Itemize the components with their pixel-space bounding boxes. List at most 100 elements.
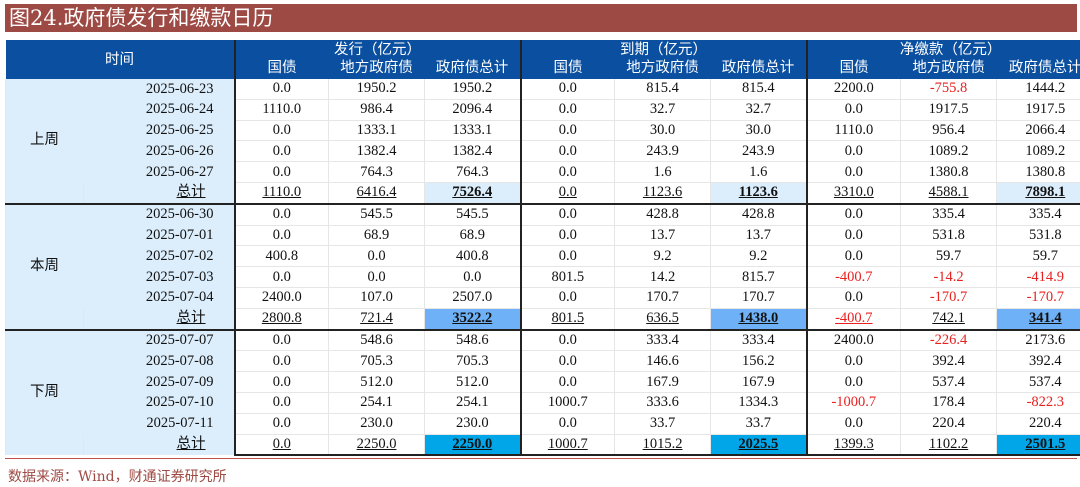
value-cell: 0.0 <box>233 413 329 435</box>
value-cell: 156.2 <box>710 350 807 373</box>
value-cell: 0.0 <box>519 328 615 352</box>
bond-calendar-table: 时间 发行（亿元） 到期（亿元） 净缴款（亿元） 国债 地方政府债 政府债总计 … <box>5 40 1080 457</box>
total-cell: 1015.2 <box>614 434 711 457</box>
value-cell: 531.8 <box>900 225 997 247</box>
week-label: 下周 <box>5 328 84 456</box>
table-row: 2025-06-25 0.0 1333.1 1333.1 0.0 30.0 30.0 1110… <box>6 120 1080 142</box>
value-cell: 1089.2 <box>900 140 997 163</box>
source-note: 数据来源：Wind，财通证券研究所 <box>8 469 227 485</box>
value-cell: 68.9 <box>423 225 521 247</box>
date-cell: 2025-07-09 <box>83 371 235 393</box>
date-cell: 2025-06-25 <box>83 120 235 141</box>
value-cell: 705.3 <box>328 350 425 373</box>
value-cell: 220.4 <box>900 413 997 435</box>
total-cell: 742.1 <box>900 308 997 331</box>
value-cell: 400.8 <box>423 245 521 268</box>
header-issuance: 发行（亿元） <box>233 40 521 59</box>
value-cell: 13.7 <box>710 225 807 247</box>
value-cell: 333.4 <box>710 328 807 352</box>
value-cell: 1.6 <box>614 161 711 183</box>
value-cell: 1917.5 <box>900 99 997 121</box>
value-cell: 167.9 <box>710 371 807 393</box>
value-cell: 230.0 <box>328 413 425 435</box>
table-body: 上周 2025-06-23 0.0 1950.2 1950.2 0.0 815.4 815.4… <box>5 79 1080 457</box>
value-cell: 764.3 <box>328 161 425 183</box>
value-cell: 815.4 <box>614 79 711 100</box>
value-cell: 170.7 <box>710 287 807 309</box>
value-cell: 0.0 <box>233 266 329 288</box>
total-label: 总计 <box>83 182 235 204</box>
value-cell: 2200.0 <box>805 79 901 100</box>
value-cell: 0.0 <box>233 371 329 393</box>
value-cell: -226.4 <box>900 328 997 352</box>
value-cell: 1380.8 <box>996 161 1080 183</box>
value-cell: 0.0 <box>805 350 901 373</box>
table-row: 2025-07-09 0.0 512.0 512.0 0.0 167.9 167.9 0.0 5… <box>6 371 1080 393</box>
value-cell: 986.4 <box>328 99 425 121</box>
col-header: 政府债总计 <box>424 59 521 79</box>
value-cell: 0.0 <box>233 140 329 163</box>
value-cell: 764.3 <box>423 161 521 183</box>
value-cell: 13.7 <box>614 225 711 247</box>
value-cell: 32.7 <box>614 99 711 121</box>
value-cell: 30.0 <box>614 120 711 142</box>
value-cell: -1000.7 <box>805 392 901 414</box>
total-cell: 721.4 <box>328 308 425 331</box>
date-cell: 2025-06-26 <box>83 140 235 162</box>
date-cell: 2025-07-03 <box>83 266 235 288</box>
value-cell: -170.7 <box>996 287 1080 309</box>
value-cell: 0.0 <box>805 99 901 121</box>
value-cell: 1333.1 <box>328 120 425 142</box>
value-cell: 815.4 <box>710 79 807 100</box>
total-cell: 1123.6 <box>614 182 711 205</box>
value-cell: 59.7 <box>996 245 1080 268</box>
total-cell: 0.0 <box>233 434 329 457</box>
value-cell: 0.0 <box>805 413 901 435</box>
header-maturity: 到期（亿元） <box>519 40 807 59</box>
table-row: 2025-06-24 1110.0 986.4 2096.4 0.0 32.7 32.7 0.… <box>6 99 1080 121</box>
value-cell: 220.4 <box>996 413 1080 435</box>
value-cell: 0.0 <box>519 161 615 183</box>
week-label: 本周 <box>5 202 84 330</box>
value-cell: 2400.0 <box>805 328 901 352</box>
value-cell: 254.1 <box>423 392 521 414</box>
table-row: 2025-06-26 0.0 1382.4 1382.4 0.0 243.9 243.9 0.… <box>6 140 1080 163</box>
value-cell: 1382.4 <box>328 140 425 163</box>
value-cell: 537.4 <box>900 371 997 393</box>
date-cell: 2025-07-04 <box>83 287 235 309</box>
total-row: 总计 2800.8 721.4 3522.2 801.5 636.5 1438.0 -400.… <box>6 308 1080 331</box>
date-cell: 2025-07-08 <box>83 350 235 372</box>
value-cell: 33.7 <box>710 413 807 435</box>
total-cell: -400.7 <box>805 308 901 331</box>
date-cell: 2025-07-02 <box>83 245 235 267</box>
value-cell: 335.4 <box>900 202 997 226</box>
value-cell: 68.9 <box>328 225 425 247</box>
figure-title: 图24.政府债发行和缴款日历 <box>5 4 1077 32</box>
value-cell: -14.2 <box>900 266 997 288</box>
grand-total-cell: 1123.6 <box>710 182 807 205</box>
source-divider <box>5 458 1077 459</box>
table-row: 2025-07-10 0.0 254.1 254.1 1000.7 333.6 1334.3… <box>6 392 1080 414</box>
value-cell: 0.0 <box>805 140 901 163</box>
value-cell: 0.0 <box>233 202 329 226</box>
value-cell: 0.0 <box>805 225 901 247</box>
table-row: 本周 2025-06-30 0.0 545.5 545.5 0.0 428.8 428.8 0.… <box>5 202 1080 330</box>
value-cell: 0.0 <box>233 392 329 414</box>
value-cell: 0.0 <box>519 99 615 121</box>
col-header: 政府债总计 <box>996 59 1080 79</box>
value-cell: 705.3 <box>423 350 521 373</box>
total-row: 总计 1110.0 6416.4 7526.4 0.0 1123.6 1123.6 3310.… <box>6 182 1080 205</box>
table-row: 2025-07-04 2400.0 107.0 2507.0 0.0 170.7 170.7… <box>6 287 1080 309</box>
col-header: 政府债总计 <box>710 59 807 79</box>
col-header: 地方政府债 <box>900 59 997 79</box>
value-cell: 32.7 <box>710 99 807 121</box>
table-row: 2025-07-02 400.8 0.0 400.8 0.0 9.2 9.2 0.0 59.7 5… <box>6 245 1080 268</box>
grand-total-cell: 341.4 <box>996 308 1080 331</box>
value-cell: 2400.0 <box>233 287 329 309</box>
value-cell: 1950.2 <box>328 79 425 100</box>
value-cell: 1000.7 <box>519 392 615 414</box>
value-cell: 537.4 <box>996 371 1080 393</box>
value-cell: 243.9 <box>614 140 711 163</box>
value-cell: 0.0 <box>805 245 901 268</box>
value-cell: 1950.2 <box>423 79 521 100</box>
